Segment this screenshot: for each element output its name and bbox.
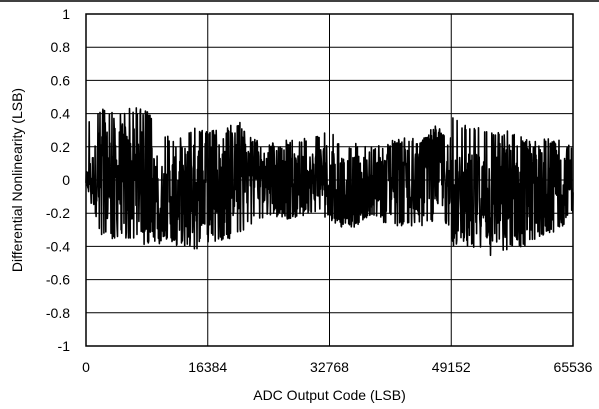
y-tick-label: 0.2 xyxy=(51,139,71,155)
series-layer xyxy=(85,107,574,257)
y-tick-label: -0.2 xyxy=(46,205,70,221)
x-tick-label: 16384 xyxy=(188,359,227,375)
x-tick-label: 49152 xyxy=(432,359,471,375)
y-tick-label: -1 xyxy=(58,338,71,354)
x-tick-label: 0 xyxy=(82,359,90,375)
y-tick-label: 0.6 xyxy=(51,72,71,88)
y-tick-label: -0.6 xyxy=(46,272,70,288)
x-axis-label: ADC Output Code (LSB) xyxy=(253,387,406,403)
x-tick-labels: 0 16384 32768 49152 65536 xyxy=(82,359,593,375)
y-tick-label: 0.4 xyxy=(51,106,71,122)
plot-area xyxy=(85,13,574,347)
y-tick-label: 0 xyxy=(62,172,70,188)
y-tick-label: 1 xyxy=(62,6,70,22)
y-tick-label: -0.4 xyxy=(46,238,70,254)
y-tick-label: -0.8 xyxy=(46,305,70,321)
x-tick-label: 65536 xyxy=(554,359,593,375)
y-tick-labels: 1 0.8 0.6 0.4 0.2 0 -0.2 -0.4 -0.6 -0.8 -1 xyxy=(46,6,70,354)
y-axis-label: Differential Nonlinearity (LSB) xyxy=(9,88,25,272)
x-tick-label: 32768 xyxy=(310,359,349,375)
dnl-series-line xyxy=(85,107,574,257)
y-tick-label: 0.8 xyxy=(51,39,71,55)
